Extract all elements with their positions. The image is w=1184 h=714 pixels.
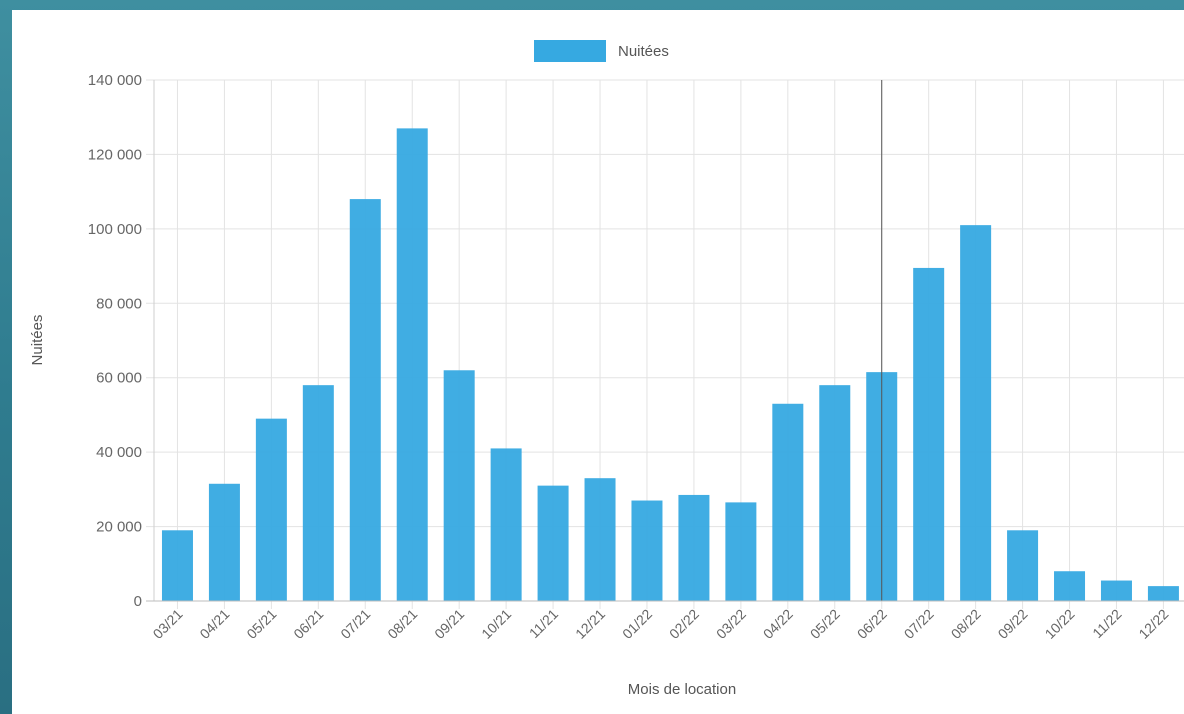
y-tick-labels: 0 20 000 40 000 60 000 80 000 100 000 120 000 1… (88, 72, 142, 610)
y-axis-title: Nuitées (29, 315, 46, 366)
x-tick-label: 07/21 (337, 606, 373, 642)
chart-panel: 0 20 000 40 000 60 000 80 000 100 000 120 000 1… (12, 10, 1184, 714)
bar[interactable] (772, 403, 804, 601)
x-tick-label: 06/21 (290, 606, 326, 642)
x-tick-labels: 03/21 04/21 05/21 06/21 07/21 08/21 09/21 10/21… (150, 606, 1172, 642)
bar[interactable] (490, 448, 522, 601)
x-tick-label: 05/22 (807, 606, 843, 642)
x-tick-label: 10/22 (1042, 606, 1078, 642)
x-tick-label: 11/21 (526, 606, 562, 642)
y-tick-label: 120 000 (88, 146, 142, 163)
x-tick-label: 08/21 (384, 606, 420, 642)
bar[interactable] (1100, 580, 1132, 601)
bar[interactable] (584, 478, 616, 601)
x-tick-label: 03/22 (713, 606, 749, 642)
y-tick-label: 60 000 (96, 370, 142, 387)
bar[interactable] (1147, 586, 1179, 601)
y-tick-label: 40 000 (96, 444, 142, 461)
bar[interactable] (161, 530, 193, 601)
axes (146, 80, 1184, 602)
bar[interactable] (208, 483, 240, 601)
x-axis-title: Mois de location (628, 681, 736, 698)
legend: Nuitées (534, 40, 669, 62)
bars (161, 128, 1179, 602)
x-tick-label: 08/22 (948, 606, 984, 642)
x-tick-label: 11/22 (1089, 606, 1125, 642)
grid-lines (146, 79, 1184, 609)
bar[interactable] (960, 225, 992, 601)
bar[interactable] (255, 418, 287, 601)
bar[interactable] (913, 267, 945, 601)
x-tick-label: 06/22 (854, 606, 890, 642)
bar[interactable] (443, 370, 475, 601)
bar[interactable] (537, 485, 569, 601)
legend-swatch[interactable] (534, 40, 606, 62)
x-tick-label: 03/21 (150, 606, 186, 642)
bar[interactable] (725, 502, 757, 601)
x-tick-label: 01/22 (619, 606, 655, 642)
bar[interactable] (396, 128, 428, 601)
bar[interactable] (1007, 530, 1039, 601)
x-tick-label: 04/22 (760, 606, 796, 642)
bar[interactable] (819, 385, 851, 601)
bar[interactable] (631, 500, 663, 601)
x-tick-label: 09/22 (995, 606, 1031, 642)
x-tick-label: 10/21 (478, 606, 514, 642)
y-tick-label: 100 000 (88, 221, 142, 238)
bar[interactable] (349, 199, 381, 602)
x-tick-label: 07/22 (901, 606, 937, 642)
x-tick-label: 12/21 (572, 606, 608, 642)
x-tick-label: 05/21 (243, 606, 279, 642)
bar[interactable] (678, 494, 710, 601)
bar-chart: 0 20 000 40 000 60 000 80 000 100 000 120 000 1… (29, 40, 1184, 698)
bar[interactable] (1054, 571, 1086, 601)
y-tick-label: 20 000 (96, 519, 142, 536)
x-tick-label: 12/22 (1135, 606, 1171, 642)
x-tick-label: 04/21 (196, 606, 232, 642)
x-tick-label: 09/21 (431, 606, 467, 642)
x-tick-label: 02/22 (666, 606, 702, 642)
y-tick-label: 140 000 (88, 72, 142, 89)
legend-label[interactable]: Nuitées (618, 43, 669, 60)
y-tick-label: 0 (134, 593, 142, 610)
bar[interactable] (302, 385, 334, 601)
y-tick-label: 80 000 (96, 295, 142, 312)
